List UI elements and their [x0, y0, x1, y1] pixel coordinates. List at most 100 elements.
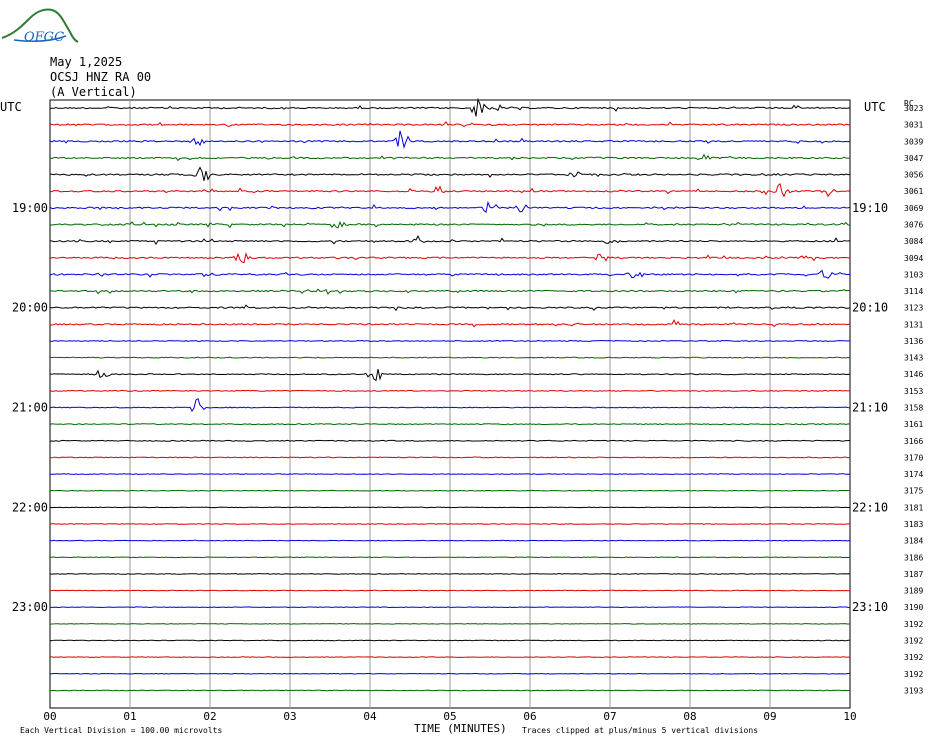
rc-value: 3181 [904, 503, 923, 512]
right-hour-label: 20:10 [852, 301, 888, 315]
rc-value: 3189 [904, 587, 923, 596]
right-hour-label: 21:10 [852, 401, 888, 415]
trace-row [49, 153, 851, 162]
trace-row [49, 473, 851, 475]
rc-value: 3193 [904, 686, 923, 695]
rc-value: 3069 [904, 204, 923, 213]
rc-value: 3084 [904, 237, 923, 246]
rc-value: 3187 [904, 570, 923, 579]
rc-header: RC [904, 99, 914, 108]
logo-text: OFGC [24, 30, 64, 45]
rc-value: 3186 [904, 553, 923, 562]
right-utc-label: UTC [864, 100, 886, 114]
right-hour-label: 19:10 [852, 201, 888, 215]
rc-value: 3136 [904, 337, 923, 346]
trace-row [49, 269, 851, 279]
trace-row [49, 389, 851, 392]
rc-value: 3039 [904, 137, 923, 146]
rc-value: 3158 [904, 404, 923, 413]
rc-value: 3056 [904, 171, 923, 180]
x-axis-title: TIME (MINUTES) [414, 722, 507, 735]
station-label: OCSJ HNZ RA 00 [50, 70, 152, 84]
mountain-logo-icon [1, 8, 79, 43]
rc-value: 3061 [904, 187, 923, 196]
x-tick-label: 01 [123, 710, 136, 723]
x-tick-label: 06 [523, 710, 536, 723]
x-tick-label: 08 [683, 710, 696, 723]
rc-value: 3192 [904, 636, 923, 645]
trace-row [49, 589, 850, 592]
trace-row [49, 423, 851, 426]
rc-value: 3023 [904, 104, 923, 113]
rc-value: 3192 [904, 653, 923, 662]
right-hour-label: 22:10 [852, 500, 888, 514]
trace-row [49, 456, 851, 459]
trace-row [49, 539, 851, 542]
rc-value: 3094 [904, 254, 923, 263]
traces [49, 97, 851, 692]
vertical-division-note: Each Vertical Division = 100.00 microvol… [20, 726, 223, 735]
rc-value: 3183 [904, 520, 923, 529]
rc-value: 3170 [904, 453, 923, 462]
rc-value: 3174 [904, 470, 923, 479]
rc-value: 3192 [904, 620, 923, 629]
rc-value: 3192 [904, 670, 923, 679]
trace-row [49, 339, 851, 342]
trace-row [49, 622, 851, 625]
rc-value: 3184 [904, 537, 923, 546]
trace-row [49, 166, 850, 181]
trace-row [50, 97, 851, 117]
trace-row [49, 318, 851, 328]
trace-row [49, 506, 851, 509]
trace-row [49, 200, 851, 213]
trace-row [49, 397, 851, 412]
trace-row [49, 369, 851, 382]
x-tick-label: 03 [283, 710, 296, 723]
clip-note: Traces clipped at plus/minus 5 vertical … [522, 726, 759, 735]
left-hour-label: 23:00 [12, 600, 48, 614]
rc-value: 3143 [904, 354, 923, 363]
trace-row [49, 183, 851, 198]
trace-row [49, 573, 851, 575]
x-tick-label: 00 [43, 710, 56, 723]
rc-value: 3190 [904, 603, 923, 612]
rc-value: 3131 [904, 320, 923, 329]
trace-row [49, 220, 850, 229]
rc-value: 3123 [904, 304, 923, 313]
rc-value: 3161 [904, 420, 923, 429]
left-hour-label: 19:00 [12, 201, 48, 215]
trace-row [49, 130, 851, 150]
left-hour-label: 20:00 [12, 301, 48, 315]
trace-row [49, 672, 850, 675]
trace-row [49, 288, 851, 295]
trace-row [49, 639, 850, 642]
trace-row [49, 121, 851, 127]
x-tick-label: 04 [363, 710, 377, 723]
trace-row [49, 523, 851, 525]
rc-value: 3076 [904, 220, 923, 229]
rc-value: 3114 [904, 287, 923, 296]
trace-row [49, 606, 851, 609]
grid-lines [49, 99, 851, 709]
component-label: (A Vertical) [50, 85, 137, 99]
rc-value: 3146 [904, 370, 923, 379]
ofgc-logo: OFGC [1, 8, 79, 45]
left-hour-label: 21:00 [12, 401, 48, 415]
rc-value: 3166 [904, 437, 923, 446]
x-tick-label: 05 [443, 710, 456, 723]
trace-row [49, 489, 851, 492]
trace-row [49, 439, 851, 442]
date-label: May 1,2025 [50, 55, 123, 69]
trace-row [49, 234, 851, 246]
trace-row [49, 556, 851, 559]
axis-labels: 00 01 02 03 04 05 06 07 08 09 10 3023 3031 3039 3047 30… [12, 104, 924, 723]
trace-row [49, 251, 851, 264]
trace-row [50, 656, 850, 658]
trace-row [49, 356, 851, 359]
x-tick-label: 07 [603, 710, 616, 723]
left-utc-label: UTC [0, 100, 22, 114]
x-tick-label: 09 [763, 710, 776, 723]
trace-row [49, 689, 851, 692]
rc-value: 3031 [904, 121, 923, 130]
